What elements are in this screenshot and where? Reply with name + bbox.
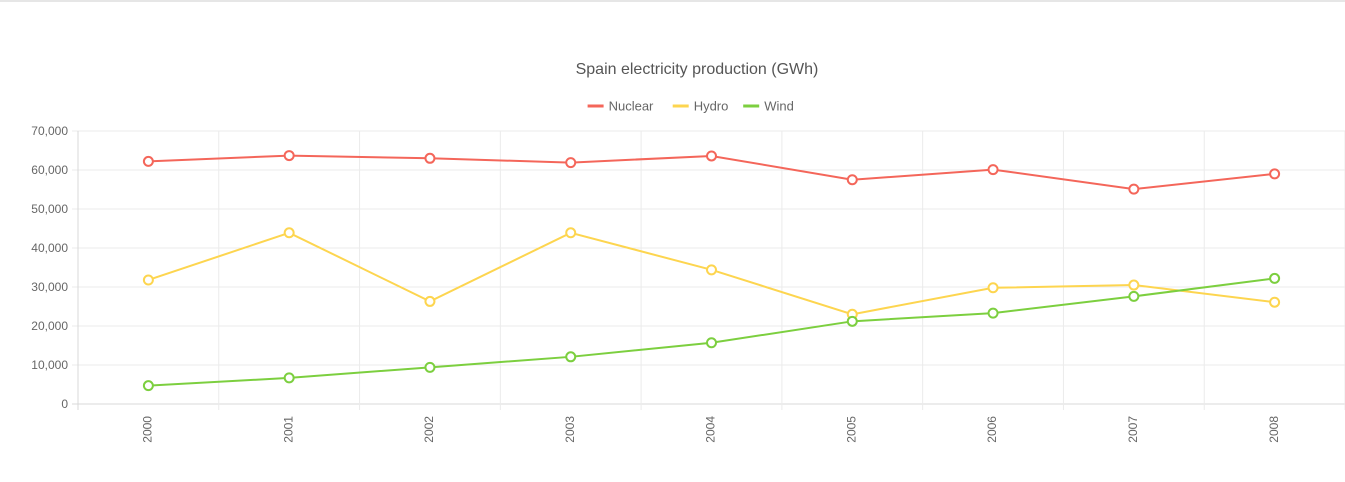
series-layer [142,150,1281,392]
x-tick-label: 2002 [422,416,436,443]
data-point-hydro[interactable] [565,227,577,239]
data-point-nuclear[interactable] [424,152,436,164]
data-point-hydro[interactable] [142,274,154,286]
series-wind [142,272,1281,392]
grid [72,130,1345,410]
y-tick-label: 40,000 [31,241,68,255]
legend-label-wind[interactable]: Wind [764,99,794,114]
data-point-hydro[interactable] [1269,296,1281,308]
series-line-wind [148,277,1275,387]
data-point-nuclear[interactable] [283,150,295,162]
series-nuclear [142,150,1281,195]
data-point-wind[interactable] [565,351,577,363]
data-point-wind[interactable] [1269,272,1281,284]
chart-title: Spain electricity production (GWh) [576,61,819,78]
data-point-wind[interactable] [1128,290,1140,302]
y-tick-label: 50,000 [31,202,68,216]
data-point-nuclear[interactable] [1128,183,1140,195]
x-tick-label: 2008 [1267,416,1281,443]
x-axis: 2000 2001 2002 2003 2004 2005 2006 2007 2008 [141,416,1281,443]
data-point-wind[interactable] [706,337,717,349]
x-tick-label: 2005 [844,416,858,443]
x-tick-label: 2006 [985,416,999,443]
data-point-wind[interactable] [424,361,436,373]
data-point-wind[interactable] [283,372,295,384]
x-tick-label: 2003 [563,416,577,443]
y-tick-label: 0 [61,397,68,411]
x-tick-label: 2000 [141,416,155,443]
data-point-hydro[interactable] [1128,279,1140,291]
legend-label-nuclear[interactable]: Nuclear [609,99,654,114]
y-axis: 0 10,000 20,000 30,000 40,000 50,000 60,000 70,… [31,124,68,411]
legend: Nuclear Hydro Wind [587,99,794,114]
y-tick-label: 10,000 [31,358,68,372]
x-tick-label: 2004 [704,416,718,443]
data-point-nuclear[interactable] [142,155,154,167]
y-tick-label: 70,000 [31,124,68,138]
data-point-wind[interactable] [142,380,154,392]
data-point-nuclear[interactable] [706,150,717,162]
data-point-nuclear[interactable] [565,157,577,169]
x-tick-label: 2007 [1126,416,1140,443]
x-tick-label: 2001 [281,416,295,443]
data-point-hydro[interactable] [987,282,999,294]
data-point-hydro[interactable] [706,264,717,276]
data-point-nuclear[interactable] [846,174,858,186]
top-divider [0,0,1345,2]
legend-label-hydro[interactable]: Hydro [694,99,729,114]
data-point-wind[interactable] [987,307,999,319]
data-point-hydro[interactable] [283,227,295,239]
series-hydro [142,227,1281,320]
y-tick-label: 60,000 [31,163,68,177]
data-point-hydro[interactable] [424,295,436,307]
y-tick-label: 20,000 [31,319,68,333]
data-point-nuclear[interactable] [987,164,999,176]
data-point-wind[interactable] [846,315,858,327]
data-point-nuclear[interactable] [1269,168,1281,180]
y-tick-label: 30,000 [31,280,68,294]
